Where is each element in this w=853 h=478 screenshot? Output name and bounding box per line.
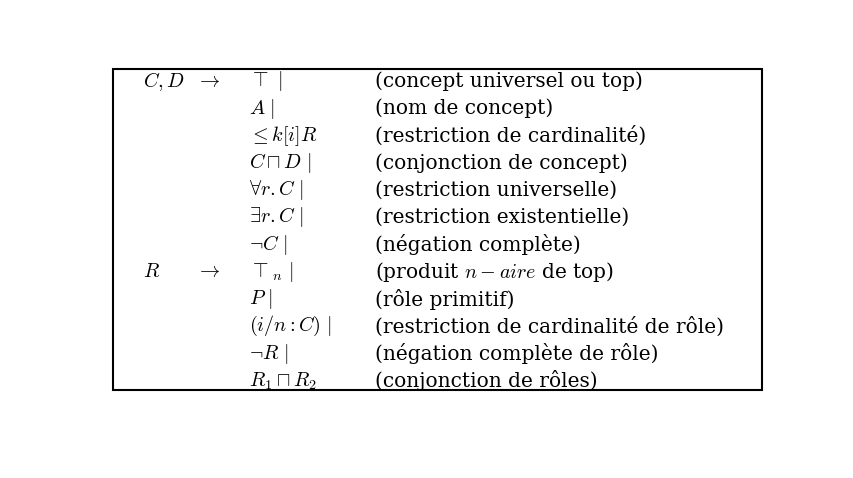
Text: $C \sqcap D\ |$: $C \sqcap D\ |$ [249,151,311,175]
Text: (restriction universelle): (restriction universelle) [374,181,616,200]
Text: (produit $n - \mathit{aire}$ de top): (produit $n - \mathit{aire}$ de top) [374,260,613,284]
Text: (négation complète): (négation complète) [374,234,580,255]
Text: $A\ |$: $A\ |$ [249,97,275,120]
Text: $\neg R\ |$: $\neg R\ |$ [249,342,288,366]
Text: $\neg C\ |$: $\neg C\ |$ [249,233,287,257]
Text: $\exists r.C\ |$: $\exists r.C\ |$ [249,206,304,229]
Text: $\top\ |$: $\top\ |$ [249,69,282,93]
Text: (concept universel ou top): (concept universel ou top) [374,71,642,91]
Text: (négation complète de rôle): (négation complète de rôle) [374,343,658,364]
Text: $\rightarrow$: $\rightarrow$ [196,262,220,282]
Text: $\rightarrow$: $\rightarrow$ [196,72,220,91]
Text: (rôle primitif): (rôle primitif) [374,289,514,310]
FancyBboxPatch shape [113,69,761,391]
Text: $(i/n : C)\ |$: $(i/n : C)\ |$ [249,315,332,338]
Text: $R$: $R$ [143,262,160,282]
Text: (restriction de cardinalité): (restriction de cardinalité) [374,126,645,146]
Text: (conjonction de rôles): (conjonction de rôles) [374,370,597,391]
Text: $C, D$: $C, D$ [143,70,184,93]
Text: (conjonction de concept): (conjonction de concept) [374,153,627,173]
Text: $P\ |$: $P\ |$ [249,287,273,311]
Text: $\top_n\ |$: $\top_n\ |$ [249,260,293,284]
Text: (restriction de cardinalité de rôle): (restriction de cardinalité de rôle) [374,316,723,337]
Text: (nom de concept): (nom de concept) [374,98,553,119]
Text: $R_1 \sqcap R_2$: $R_1 \sqcap R_2$ [249,370,316,391]
Text: (restriction existentielle): (restriction existentielle) [374,208,629,227]
Text: $\leq k[i]R$: $\leq k[i]R$ [249,124,317,148]
Text: $\forall r.C\ |$: $\forall r.C\ |$ [249,178,304,202]
